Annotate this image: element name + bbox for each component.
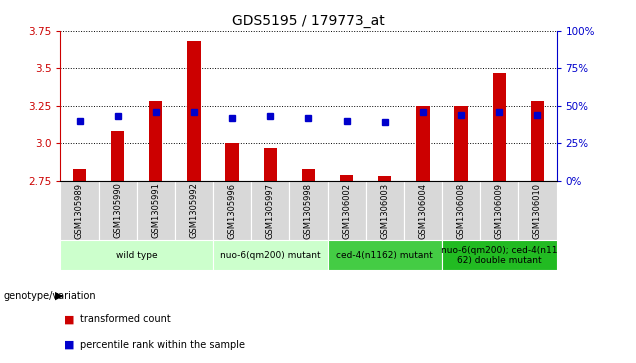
- Text: GSM1305997: GSM1305997: [266, 183, 275, 238]
- Bar: [73, 168, 86, 181]
- Bar: [99, 181, 137, 240]
- Text: GSM1305992: GSM1305992: [190, 183, 198, 238]
- Bar: [264, 148, 277, 181]
- Bar: [340, 175, 354, 181]
- Text: transformed count: transformed count: [80, 314, 170, 325]
- Bar: [226, 143, 239, 181]
- Bar: [378, 176, 392, 181]
- Bar: [454, 106, 468, 181]
- Text: GSM1306009: GSM1306009: [495, 183, 504, 238]
- Bar: [175, 181, 213, 240]
- Bar: [417, 106, 430, 181]
- Bar: [328, 181, 366, 240]
- Text: ▶: ▶: [55, 291, 64, 301]
- Bar: [111, 131, 125, 181]
- Text: nuo-6(qm200); ced-4(n11
62) double mutant: nuo-6(qm200); ced-4(n11 62) double mutan…: [441, 246, 558, 265]
- Bar: [302, 168, 315, 181]
- Bar: [213, 181, 251, 240]
- Bar: [60, 181, 99, 240]
- Text: GSM1305998: GSM1305998: [304, 183, 313, 238]
- Title: GDS5195 / 179773_at: GDS5195 / 179773_at: [232, 15, 385, 28]
- Bar: [493, 73, 506, 181]
- Text: GSM1306003: GSM1306003: [380, 183, 389, 238]
- Bar: [518, 181, 556, 240]
- Bar: [328, 240, 442, 270]
- Text: nuo-6(qm200) mutant: nuo-6(qm200) mutant: [220, 251, 321, 260]
- Bar: [480, 181, 518, 240]
- Bar: [60, 240, 213, 270]
- Text: ■: ■: [64, 340, 74, 350]
- Bar: [137, 181, 175, 240]
- Text: ■: ■: [64, 314, 74, 325]
- Text: GSM1306008: GSM1306008: [457, 183, 466, 238]
- Text: GSM1305996: GSM1305996: [228, 183, 237, 238]
- Text: GSM1306010: GSM1306010: [533, 183, 542, 238]
- Bar: [289, 181, 328, 240]
- Bar: [188, 41, 201, 181]
- Bar: [366, 181, 404, 240]
- Text: genotype/variation: genotype/variation: [3, 291, 96, 301]
- Text: ced-4(n1162) mutant: ced-4(n1162) mutant: [336, 251, 433, 260]
- Bar: [149, 101, 163, 181]
- Text: GSM1305989: GSM1305989: [75, 183, 84, 238]
- Text: percentile rank within the sample: percentile rank within the sample: [80, 340, 244, 350]
- Text: GSM1305991: GSM1305991: [151, 183, 160, 238]
- Bar: [442, 240, 556, 270]
- Text: wild type: wild type: [116, 251, 158, 260]
- Bar: [530, 101, 544, 181]
- Bar: [251, 181, 289, 240]
- Text: GSM1306002: GSM1306002: [342, 183, 351, 238]
- Bar: [442, 181, 480, 240]
- Text: GSM1305990: GSM1305990: [113, 183, 122, 238]
- Bar: [213, 240, 328, 270]
- Bar: [404, 181, 442, 240]
- Text: GSM1306004: GSM1306004: [418, 183, 427, 238]
